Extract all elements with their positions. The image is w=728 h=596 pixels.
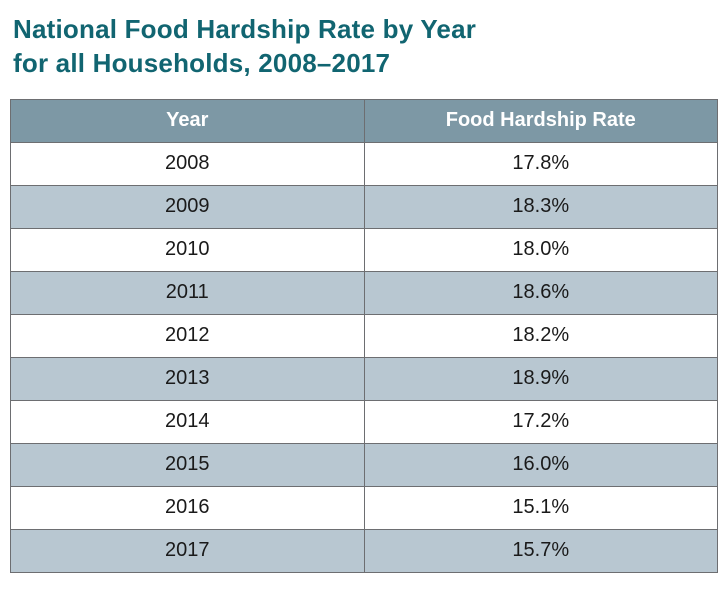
year-cell: 2013: [10, 356, 365, 401]
page-title-line1: National Food Hardship Rate by Year: [13, 14, 477, 44]
rate-column-header: Food Hardship Rate: [363, 98, 718, 143]
rate-cell: 15.7%: [363, 528, 718, 573]
table-row: 2015 16.0%: [10, 442, 718, 487]
table-row: 2012 18.2%: [10, 313, 718, 358]
rate-cell: 18.6%: [363, 270, 718, 315]
rate-cell: 17.2%: [363, 399, 718, 444]
table-row: 2017 15.7%: [10, 528, 718, 573]
page-title: National Food Hardship Rate by Year for …: [13, 12, 715, 81]
year-cell: 2015: [10, 442, 365, 487]
table-row: 2010 18.0%: [10, 227, 718, 272]
year-column-header: Year: [10, 98, 365, 143]
year-cell: 2010: [10, 227, 365, 272]
table-row: 2014 17.2%: [10, 399, 718, 444]
year-cell: 2012: [10, 313, 365, 358]
year-cell: 2009: [10, 184, 365, 229]
rate-cell: 17.8%: [363, 141, 718, 186]
rate-cell: 18.3%: [363, 184, 718, 229]
rate-cell: 18.0%: [363, 227, 718, 272]
rate-cell: 18.9%: [363, 356, 718, 401]
page-title-line2: for all Households, 2008–2017: [13, 48, 391, 79]
year-cell: 2016: [10, 485, 365, 530]
rate-cell: 16.0%: [363, 442, 718, 487]
rate-cell: 18.2%: [363, 313, 718, 358]
table-row: 2011 18.6%: [10, 270, 718, 315]
table-row: 2013 18.9%: [10, 356, 718, 401]
year-cell: 2014: [10, 399, 365, 444]
table-row: 2016 15.1%: [10, 485, 718, 530]
year-cell: 2011: [10, 270, 365, 315]
table-row: 2009 18.3%: [10, 184, 718, 229]
table-header-row: Year Food Hardship Rate: [10, 98, 718, 143]
table-head: Year Food Hardship Rate: [10, 98, 718, 143]
year-cell: 2017: [10, 528, 365, 573]
page: National Food Hardship Rate by Year for …: [10, 12, 718, 573]
food-hardship-table: Year Food Hardship Rate 2008 17.8% 2009 18.…: [10, 98, 718, 573]
table-body: 2008 17.8% 2009 18.3% 2010 18.0% 2011 18.6% 2012…: [10, 141, 718, 573]
year-cell: 2008: [10, 141, 365, 186]
table-row: 2008 17.8%: [10, 141, 718, 186]
rate-cell: 15.1%: [363, 485, 718, 530]
